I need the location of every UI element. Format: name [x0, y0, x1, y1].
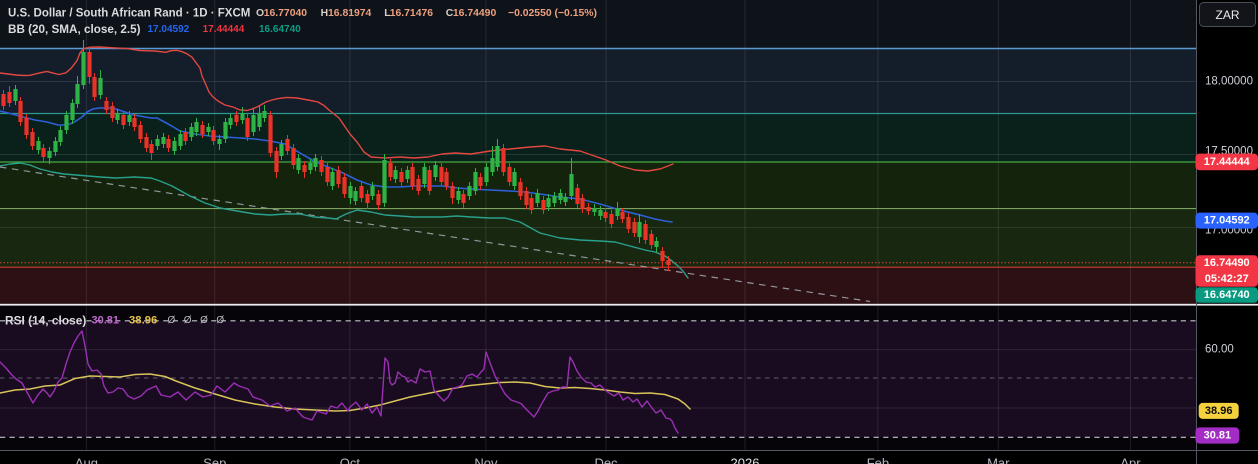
- svg-text:17.04592: 17.04592: [148, 24, 190, 35]
- svg-text:Ø: Ø: [168, 315, 176, 326]
- svg-text:RSI (14, close): RSI (14, close): [5, 314, 86, 328]
- svg-text:ZAR: ZAR: [1216, 8, 1240, 22]
- svg-text:38.96: 38.96: [1205, 405, 1233, 417]
- svg-text:Ø: Ø: [216, 315, 224, 326]
- svg-text:L: L: [384, 8, 391, 19]
- svg-text:60.00: 60.00: [1205, 344, 1234, 356]
- svg-text:30.81: 30.81: [92, 315, 120, 327]
- svg-text:17.04592: 17.04592: [1204, 215, 1250, 227]
- svg-text:16.74490: 16.74490: [453, 8, 497, 19]
- svg-text:17.44444: 17.44444: [203, 24, 245, 35]
- svg-text:Apr: Apr: [1120, 456, 1141, 464]
- svg-text:Mar: Mar: [987, 456, 1010, 464]
- svg-text:Ø: Ø: [200, 315, 208, 326]
- svg-text:Dec: Dec: [594, 456, 618, 464]
- svg-text:18.00000: 18.00000: [1205, 76, 1253, 88]
- svg-text:Nov: Nov: [474, 456, 498, 464]
- svg-text:Aug: Aug: [75, 456, 98, 464]
- svg-text:16.71476: 16.71476: [390, 8, 434, 19]
- svg-text:Oct: Oct: [340, 456, 361, 464]
- svg-text:16.74490: 16.74490: [1204, 257, 1250, 269]
- svg-text:2026: 2026: [731, 456, 760, 464]
- svg-text:Ø: Ø: [184, 315, 192, 326]
- svg-text:16.81974: 16.81974: [328, 8, 372, 19]
- svg-text:38.96: 38.96: [129, 315, 157, 327]
- svg-text:−0.02550 (−0.15%): −0.02550 (−0.15%): [508, 8, 597, 19]
- svg-text:O: O: [256, 8, 264, 19]
- svg-text:H: H: [321, 8, 329, 19]
- svg-text:30.81: 30.81: [1204, 430, 1232, 442]
- svg-text:Sep: Sep: [203, 456, 226, 464]
- svg-text:U.S. Dollar / South African Ra: U.S. Dollar / South African Rand · 1D · …: [8, 8, 250, 20]
- svg-text:05:42:27: 05:42:27: [1205, 273, 1249, 285]
- svg-text:Feb: Feb: [867, 456, 889, 464]
- svg-text:17.44444: 17.44444: [1204, 156, 1251, 168]
- svg-text:C: C: [446, 8, 454, 19]
- svg-text:BB (20, SMA, close, 2.5): BB (20, SMA, close, 2.5): [8, 23, 141, 36]
- svg-text:16.64740: 16.64740: [1204, 289, 1250, 301]
- svg-text:16.64740: 16.64740: [259, 24, 301, 35]
- svg-text:16.77040: 16.77040: [264, 8, 308, 19]
